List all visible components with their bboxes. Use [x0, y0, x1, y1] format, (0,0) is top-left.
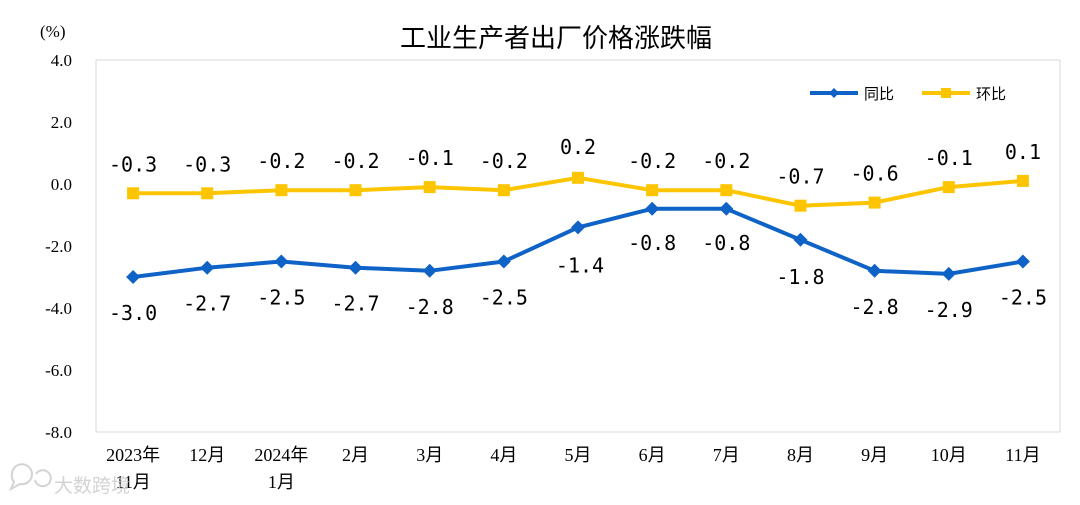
data-label-mom: 0.2 [560, 135, 596, 159]
data-point-yoy [126, 270, 141, 284]
data-point-yoy [496, 254, 511, 269]
data-label-mom: 0.1 [1005, 140, 1041, 164]
data-point-mom [497, 184, 510, 197]
data-point-mom [201, 187, 214, 200]
data-point-mom [942, 181, 955, 194]
y-tick-label: 2.0 [51, 113, 72, 132]
data-point-mom [868, 196, 881, 209]
data-label-mom: -0.1 [925, 146, 973, 170]
data-label-yoy: -2.7 [183, 292, 231, 316]
data-point-yoy [200, 260, 215, 275]
x-tick-label: 1月 [268, 472, 295, 492]
data-label-mom: -0.6 [851, 162, 899, 186]
x-tick-label: 11月 [1005, 445, 1040, 465]
x-tick-label: 12月 [189, 445, 225, 465]
x-tick-label: 2月 [342, 445, 369, 465]
data-point-yoy [941, 266, 956, 281]
x-tick-label: 9月 [861, 445, 888, 465]
y-axis: 4.0 2.0 0.0 -2.0 -4.0 -6.0 -8.0 [45, 51, 72, 442]
y-tick-label: -6.0 [45, 361, 72, 380]
data-label-mom: -0.3 [109, 152, 157, 176]
data-label-yoy: -3.0 [109, 301, 157, 325]
data-label-yoy: -2.5 [257, 286, 305, 310]
y-tick-label: -4.0 [45, 299, 72, 318]
data-point-mom [794, 199, 807, 212]
data-label-yoy: -2.5 [999, 286, 1047, 310]
data-label-yoy: -0.8 [628, 231, 676, 255]
data-point-yoy [422, 263, 437, 278]
data-label-mom: -0.2 [628, 149, 676, 173]
data-point-yoy [571, 220, 585, 235]
data-point-mom [646, 184, 659, 197]
y-tick-label: -8.0 [45, 423, 72, 442]
data-point-mom [572, 171, 584, 184]
y-tick-label: 0.0 [51, 175, 72, 194]
data-label-mom: -0.2 [331, 149, 379, 173]
legend-label: 环比 [976, 85, 1006, 103]
data-point-yoy [1015, 254, 1030, 269]
x-tick-label: 10月 [931, 445, 967, 465]
chat-bubble-icon [8, 463, 52, 492]
data-label-yoy: -2.5 [480, 286, 528, 310]
data-label-yoy: -2.8 [851, 295, 899, 319]
y-tick-label: -2.0 [45, 237, 72, 256]
data-label-yoy: -0.8 [702, 231, 750, 255]
data-point-mom [423, 181, 436, 194]
data-label-mom: -0.3 [183, 152, 231, 176]
data-label-mom: -0.2 [480, 149, 528, 173]
data-point-yoy [793, 232, 808, 247]
series-markers [126, 171, 1030, 284]
data-label-mom: -0.2 [702, 149, 750, 173]
data-label-mom: -0.1 [406, 146, 454, 170]
data-label-yoy: -2.8 [406, 295, 454, 319]
x-tick-label: 5月 [565, 445, 592, 465]
data-label-yoy: -2.7 [331, 292, 379, 316]
data-point-mom [720, 184, 733, 197]
plot-frame [95, 59, 1061, 433]
data-label-yoy: -1.8 [776, 265, 824, 289]
data-point-yoy [867, 263, 882, 278]
data-point-yoy [274, 254, 289, 269]
data-point-yoy [348, 260, 363, 275]
data-point-mom [349, 184, 362, 197]
x-tick-label: 6月 [639, 445, 666, 465]
legend-label: 同比 [864, 85, 894, 103]
data-label-mom: -0.7 [776, 165, 824, 189]
data-point-mom [127, 187, 140, 200]
data-point-yoy [719, 201, 734, 216]
x-tick-label: 8月 [787, 445, 814, 465]
data-point-mom [275, 184, 288, 197]
legend-marker [941, 88, 951, 98]
data-point-mom [1016, 174, 1029, 187]
data-label-yoy: -2.9 [925, 298, 973, 322]
x-tick-label: 2024年 [254, 445, 308, 465]
data-labels: -3.0 -2.7 -2.5 -2.7 -2.8 -2.5 -1.4 -0.8 -0.8 -1.8… [109, 135, 1047, 325]
legend: 同比 环比 [810, 85, 1006, 103]
watermark-text: 大数跨境 [54, 475, 130, 497]
y-axis-unit-label: (%) [40, 22, 65, 41]
x-axis: 2023年 11月 12月 2024年 1月 2月 3月 4月 5月 6月 7月 8月 9月 10月 11月 [106, 445, 1041, 492]
data-label-mom: -0.2 [257, 149, 305, 173]
x-tick-label: 2023年 [106, 445, 160, 465]
legend-marker [829, 88, 839, 98]
data-label-yoy: -1.4 [556, 253, 604, 277]
chart-title: 工业生产者出厂价格涨跌幅 [400, 24, 712, 54]
y-tick-label: 4.0 [51, 51, 72, 70]
x-tick-label: 3月 [416, 445, 443, 465]
x-tick-label: 4月 [490, 445, 517, 465]
data-point-yoy [645, 201, 660, 216]
x-tick-label: 7月 [713, 445, 740, 465]
watermark: 大数跨境 [8, 463, 130, 497]
x-tick-label: 11月 [115, 472, 150, 492]
